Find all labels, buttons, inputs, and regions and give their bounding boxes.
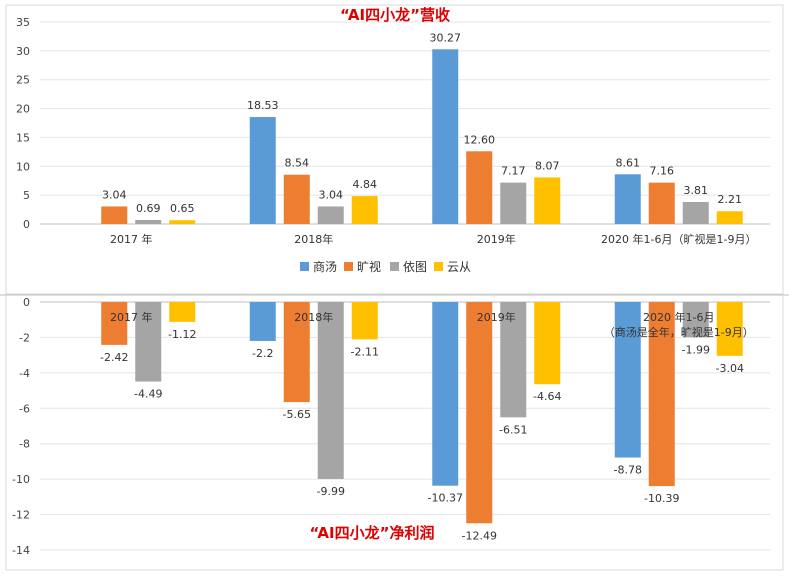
revenue-bar-商汤 (614, 174, 641, 224)
profit-data-label: -4.49 (134, 388, 162, 401)
revenue-bar-依图 (682, 202, 709, 224)
revenue-y-tick-label: 15 (16, 131, 30, 144)
profit-data-label: -2.42 (100, 351, 128, 364)
profit-category-label: 2020 年1-6月 (643, 310, 714, 324)
profit-y-tick-label: -10 (12, 473, 30, 486)
revenue-bar-云从 (534, 177, 561, 224)
revenue-bar-依图 (317, 206, 344, 224)
profit-y-tick-label: -2 (19, 331, 30, 344)
revenue-bar-商汤 (249, 117, 276, 224)
profit-data-label: -8.78 (614, 464, 642, 477)
profit-bar-云从 (716, 302, 743, 356)
profit-data-label: -3.04 (716, 362, 744, 375)
profit-y-tick-label: -6 (19, 402, 30, 415)
profit-bar-云从 (351, 302, 378, 340)
revenue-data-label: 8.61 (616, 156, 641, 169)
revenue-bar-云从 (716, 211, 743, 224)
profit-bar-商汤 (249, 302, 276, 341)
revenue-category-label: 2019年 (477, 232, 516, 246)
profit-data-label: -2.11 (351, 345, 379, 358)
profit-y-tick-label: -12 (12, 509, 30, 522)
profit-bar-依图 (317, 302, 344, 479)
profit-category-label: 2019年 (477, 310, 516, 324)
revenue-bar-云从 (169, 220, 196, 224)
revenue-y-tick-label: 35 (16, 16, 30, 29)
revenue-bar-旷视 (466, 151, 493, 224)
revenue-chart-title: “AI四小龙”营收 (340, 6, 450, 24)
revenue-category-label: 2017 年 (110, 232, 153, 246)
revenue-data-label: 3.04 (319, 188, 344, 201)
profit-data-label: -4.64 (533, 390, 561, 403)
profit-y-tick-label: -4 (19, 367, 30, 380)
profit-bar-云从 (169, 302, 196, 322)
revenue-data-label: 0.69 (136, 202, 161, 215)
profit-y-tick-label: 0 (23, 296, 30, 309)
profit-bar-旷视 (466, 302, 493, 524)
profit-bar-旷视 (648, 302, 675, 487)
profit-data-label: -6.51 (499, 423, 527, 436)
revenue-data-label: 12.60 (464, 133, 496, 146)
revenue-bar-商汤 (432, 49, 459, 224)
profit-bar-旷视 (101, 302, 128, 345)
legend-swatch-依图 (390, 262, 399, 271)
revenue-y-tick-label: 5 (23, 189, 30, 202)
profit-data-label: -1.12 (168, 328, 196, 341)
legend-label-依图: 依图 (403, 259, 427, 274)
profit-bar-旷视 (283, 302, 310, 403)
revenue-y-tick-label: 30 (16, 45, 30, 58)
revenue-y-tick-label: 0 (23, 218, 30, 231)
legend-swatch-云从 (434, 262, 443, 271)
revenue-data-label: 8.07 (535, 159, 560, 172)
revenue-category-label: 2020 年1-6月（旷视是1-9月） (601, 232, 756, 246)
revenue-data-label: 0.65 (170, 202, 195, 215)
revenue-category-label: 2018年 (294, 232, 333, 246)
profit-y-tick-label: -8 (19, 438, 30, 451)
revenue-bar-云从 (351, 196, 378, 224)
profit-bar-依图 (500, 302, 527, 418)
profit-bar-依图 (135, 302, 162, 382)
revenue-bar-旷视 (648, 182, 675, 224)
revenue-y-tick-label: 25 (16, 74, 30, 87)
legend-label-云从: 云从 (447, 260, 471, 274)
revenue-data-label: 7.16 (650, 165, 675, 178)
profit-bar-商汤 (614, 302, 641, 458)
revenue-bar-依图 (135, 220, 162, 224)
profit-category-label: 2017 年 (110, 310, 153, 324)
legend-label-商汤: 商汤 (313, 259, 337, 274)
revenue-y-tick-label: 20 (16, 103, 30, 116)
profit-category-label: 2018年 (294, 310, 333, 324)
revenue-y-tick-label: 10 (16, 160, 30, 173)
profit-data-label: -9.99 (317, 485, 345, 498)
revenue-data-label: 3.81 (684, 184, 709, 197)
revenue-bar-依图 (500, 182, 527, 224)
revenue-data-label: 30.27 (430, 31, 462, 44)
profit-data-label: -5.65 (283, 408, 311, 421)
profit-data-label: -10.39 (644, 492, 679, 505)
profit-y-tick-label: -14 (12, 544, 30, 557)
legend-swatch-商汤 (300, 262, 309, 271)
revenue-data-label: 18.53 (247, 99, 279, 112)
revenue-data-label: 3.04 (102, 188, 127, 201)
profit-data-label: -2.2 (252, 347, 273, 360)
profit-chart-title: “AI四小龙”净利润 (310, 524, 435, 542)
revenue-bar-旷视 (101, 206, 128, 224)
revenue-data-label: 2.21 (718, 193, 743, 206)
profit-bar-依图 (682, 302, 709, 338)
profit-data-label: -1.99 (682, 343, 710, 356)
revenue-data-label: 4.84 (353, 178, 378, 191)
profit-category-note: （商汤是全年，旷视是1-9月） (604, 325, 754, 339)
revenue-data-label: 7.17 (501, 165, 526, 178)
profit-bar-商汤 (432, 302, 459, 486)
legend-label-旷视: 旷视 (357, 259, 381, 274)
legend-swatch-旷视 (344, 262, 353, 271)
revenue-data-label: 8.54 (285, 157, 310, 170)
profit-data-label: -12.49 (462, 529, 497, 542)
revenue-chart-frame (5, 4, 784, 295)
revenue-bar-旷视 (283, 174, 310, 224)
profit-bar-云从 (534, 302, 561, 385)
profit-data-label: -10.37 (428, 492, 463, 505)
